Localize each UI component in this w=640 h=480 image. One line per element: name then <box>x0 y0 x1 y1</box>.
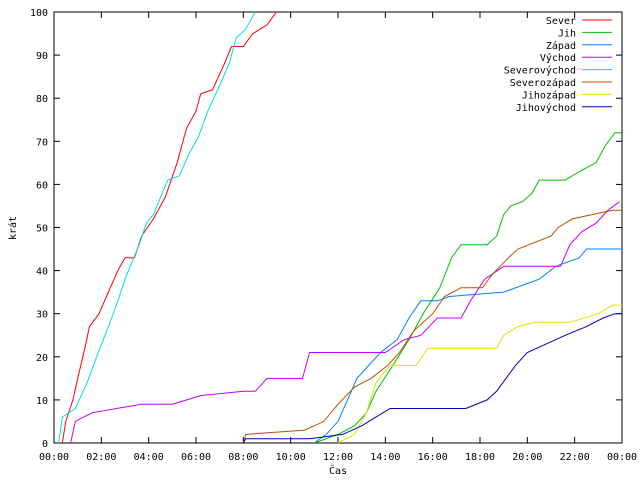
series-line-severozapad <box>242 209 622 444</box>
legend-label-zapad: Západ <box>546 40 576 52</box>
legend-label-severovychod: Severovýchod <box>504 65 576 77</box>
y-tick-label: 90 <box>36 51 48 62</box>
series-line-zapad <box>314 248 622 444</box>
x-axis-title: Čas <box>329 464 347 477</box>
plot-frame <box>53 11 623 444</box>
x-tick-label: 12:00 <box>323 452 353 463</box>
legend-label-jihozapad: Jihozápad <box>522 89 576 101</box>
y-tick-label: 40 <box>36 267 48 278</box>
x-tick-label: 18:00 <box>465 452 495 463</box>
series-group <box>58 11 622 444</box>
legend-label-vychod: Východ <box>540 52 576 64</box>
legend-label-jih: Jih <box>558 28 576 39</box>
x-tick-label: 10:00 <box>276 452 306 463</box>
x-tick-label: 06:00 <box>181 452 211 463</box>
x-tick-label: 04:00 <box>134 452 164 463</box>
axis-ticks: 0 10 20 30 40 50 60 70 80 90 100 00:00 02:00 04:00 06:… <box>30 8 637 463</box>
y-tick-label: 10 <box>36 396 48 407</box>
y-tick-label: 0 <box>42 439 48 450</box>
legend-label-sever: Sever <box>546 16 576 27</box>
series-line-vychod <box>70 201 620 444</box>
legend-label-jihovychod: Jihovýchod <box>516 102 576 114</box>
series-line-jih <box>314 132 622 444</box>
y-axis-title: krát <box>7 216 19 240</box>
x-tick-label: 16:00 <box>418 452 448 463</box>
y-tick-label: 20 <box>36 353 48 364</box>
series-line-jihozapad <box>337 304 622 444</box>
x-tick-label: 20:00 <box>512 452 542 463</box>
y-tick-label: 70 <box>36 137 48 148</box>
series-line-sever <box>61 11 277 444</box>
series-line-jihovychod <box>242 313 622 444</box>
x-tick-label: 00:00 <box>39 452 69 463</box>
y-tick-label: 30 <box>36 310 48 321</box>
x-tick-label: 22:00 <box>560 452 590 463</box>
x-tick-label: 02:00 <box>86 452 116 463</box>
x-tick-label: 08:00 <box>228 452 258 463</box>
legend: SeverJihZápadVýchodSeverovýchodSeverozáp… <box>504 16 612 114</box>
x-tick-label: 14:00 <box>370 452 400 463</box>
y-tick-label: 50 <box>36 224 48 235</box>
series-line-severovychod <box>58 11 256 444</box>
y-tick-label: 60 <box>36 180 48 191</box>
y-tick-label: 80 <box>36 94 48 105</box>
y-tick-label: 100 <box>30 8 48 19</box>
x-tick-label: 00:00 <box>607 452 637 463</box>
legend-label-severozapad: Severozápad <box>510 77 576 89</box>
